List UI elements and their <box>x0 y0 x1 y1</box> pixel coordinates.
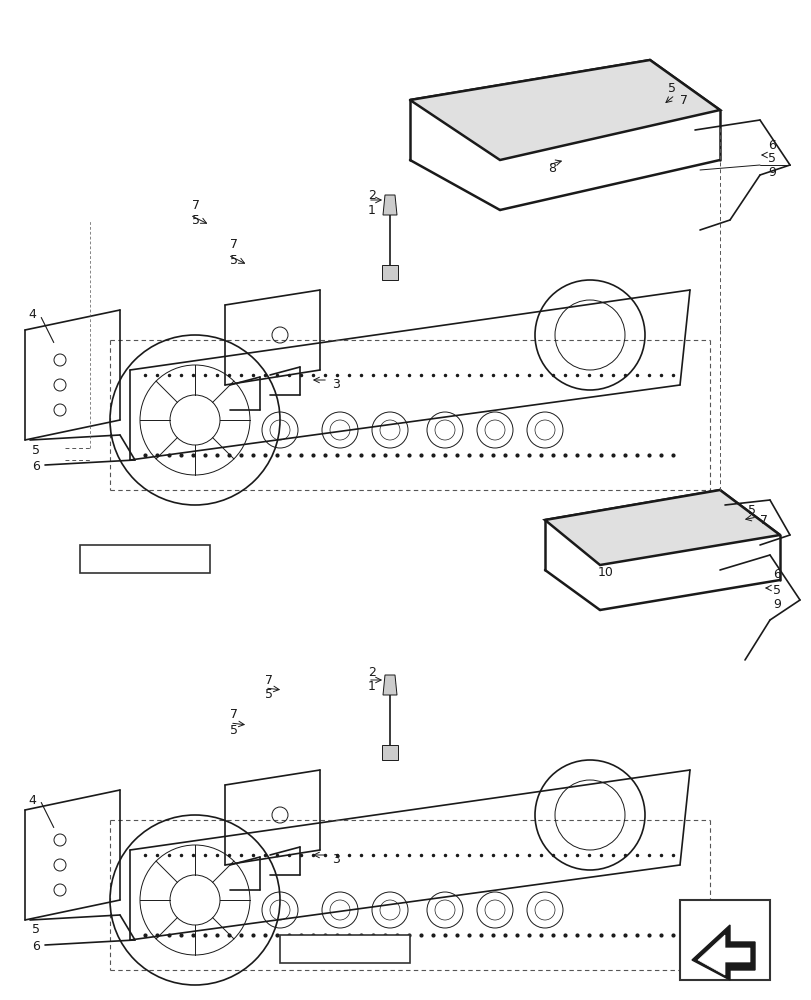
Text: 10: 10 <box>597 566 613 578</box>
Text: 7: 7 <box>191 199 200 212</box>
Text: 5: 5 <box>747 504 755 516</box>
Text: 3: 3 <box>332 378 340 391</box>
Text: 1: 1 <box>367 680 375 694</box>
Polygon shape <box>381 745 397 760</box>
Polygon shape <box>381 265 397 280</box>
Text: 6: 6 <box>32 460 40 474</box>
Text: 6: 6 <box>767 139 775 152</box>
Bar <box>80 545 210 573</box>
Text: 5: 5 <box>772 584 780 596</box>
Text: 5: 5 <box>230 253 238 266</box>
Text: 4: 4 <box>28 793 36 806</box>
Text: 6: 6 <box>32 940 40 953</box>
Bar <box>280 935 410 963</box>
Text: 48.134.030: 48.134.030 <box>109 552 181 566</box>
Polygon shape <box>383 675 397 695</box>
Bar <box>679 900 769 980</box>
Text: 7: 7 <box>759 514 767 526</box>
Text: 5: 5 <box>32 444 40 456</box>
Polygon shape <box>410 60 719 160</box>
Text: 9: 9 <box>772 598 780 611</box>
Text: 5: 5 <box>32 923 40 936</box>
Text: 5: 5 <box>767 152 775 165</box>
Text: 7: 7 <box>264 674 272 686</box>
Text: 3: 3 <box>332 853 340 866</box>
Text: 4: 4 <box>28 308 36 322</box>
Text: 5: 5 <box>667 82 676 95</box>
Text: 8: 8 <box>547 162 556 175</box>
Text: 5: 5 <box>191 214 200 227</box>
Text: 1: 1 <box>367 204 375 217</box>
Text: 7: 7 <box>230 238 238 251</box>
Text: 9: 9 <box>767 166 775 179</box>
Text: 2: 2 <box>367 189 375 202</box>
Text: 48.134.020: 48.134.020 <box>309 942 380 955</box>
Text: 2: 2 <box>367 666 375 678</box>
Polygon shape <box>383 195 397 215</box>
Text: 6: 6 <box>772 568 780 582</box>
Text: 5: 5 <box>264 688 272 702</box>
Text: 7: 7 <box>230 708 238 721</box>
Text: 7: 7 <box>679 94 687 107</box>
Text: 5: 5 <box>230 723 238 736</box>
Polygon shape <box>691 925 754 980</box>
Polygon shape <box>697 935 749 975</box>
Polygon shape <box>544 490 779 565</box>
